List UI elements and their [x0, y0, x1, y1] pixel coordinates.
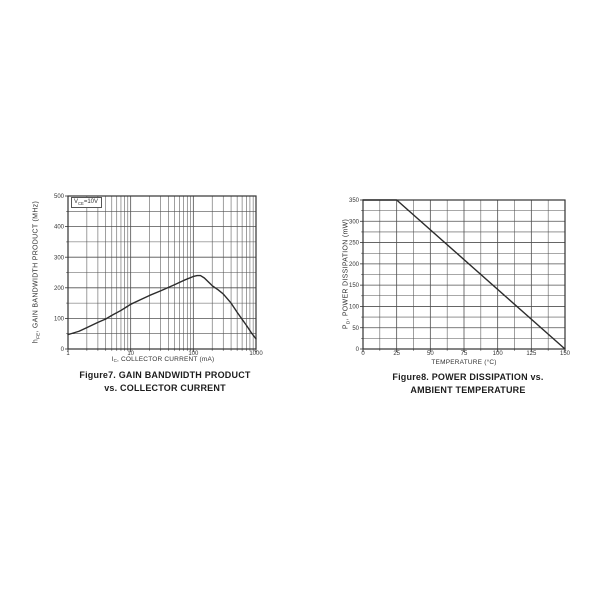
- fig7-caption-line2: vs. COLLECTOR CURRENT: [104, 383, 226, 393]
- svg-text:100: 100: [493, 351, 504, 357]
- svg-text:200: 200: [54, 286, 65, 292]
- fig8-caption-line1: Figure8. POWER DISSIPATION vs.: [392, 372, 544, 382]
- fig8-caption: Figure8. POWER DISSIPATION vs. AMBIENT T…: [392, 371, 543, 397]
- svg-text:500: 500: [54, 194, 65, 200]
- svg-text:100: 100: [349, 305, 360, 311]
- svg-text:1: 1: [66, 351, 70, 357]
- svg-text:0: 0: [361, 351, 365, 357]
- svg-text:150: 150: [560, 351, 571, 357]
- fig7-caption-line1: Figure7. GAIN BANDWIDTH PRODUCT: [79, 370, 251, 380]
- svg-text:400: 400: [54, 225, 65, 231]
- svg-text:100: 100: [54, 317, 65, 323]
- svg-text:50: 50: [427, 351, 434, 357]
- fig8-plot-svg: 0 25 50 75 100 125 150 0 50 100 150 200 250 300 350: [349, 198, 571, 357]
- svg-text:50: 50: [352, 326, 359, 332]
- svg-text:250: 250: [349, 241, 360, 247]
- svg-text:0: 0: [61, 347, 65, 353]
- fig8-caption-line2: AMBIENT TEMPERATURE: [410, 385, 526, 395]
- svg-text:0: 0: [356, 347, 360, 353]
- fig7-y-axis-title: hFE, GAIN BANDWIDTH PRODUCT (MHz): [32, 200, 42, 344]
- fig7-vce-annotation: VCE=10V: [70, 196, 102, 208]
- fig7-x-axis-title: IC, COLLECTOR CURRENT (mA): [111, 355, 215, 363]
- svg-text:125: 125: [526, 351, 537, 357]
- fig7-caption: Figure7. GAIN BANDWIDTH PRODUCT vs. COLL…: [79, 369, 250, 395]
- svg-text:350: 350: [349, 198, 360, 204]
- svg-text:10: 10: [127, 351, 134, 357]
- svg-text:100: 100: [188, 351, 199, 357]
- fig8-y-axis-title: PD, POWER DISSIPATION (mW): [342, 218, 352, 330]
- svg-text:150: 150: [349, 283, 360, 289]
- svg-text:200: 200: [349, 262, 360, 268]
- svg-text:1000: 1000: [249, 351, 263, 357]
- svg-text:75: 75: [461, 351, 468, 357]
- fig8-x-axis-title: TEMPERATURE (°C): [431, 359, 497, 366]
- svg-text:300: 300: [54, 255, 65, 261]
- svg-text:25: 25: [393, 351, 400, 357]
- svg-text:300: 300: [349, 219, 360, 225]
- fig7-plot-svg: 1 10 100 1000 0 100 200 300 400 500: [54, 194, 263, 357]
